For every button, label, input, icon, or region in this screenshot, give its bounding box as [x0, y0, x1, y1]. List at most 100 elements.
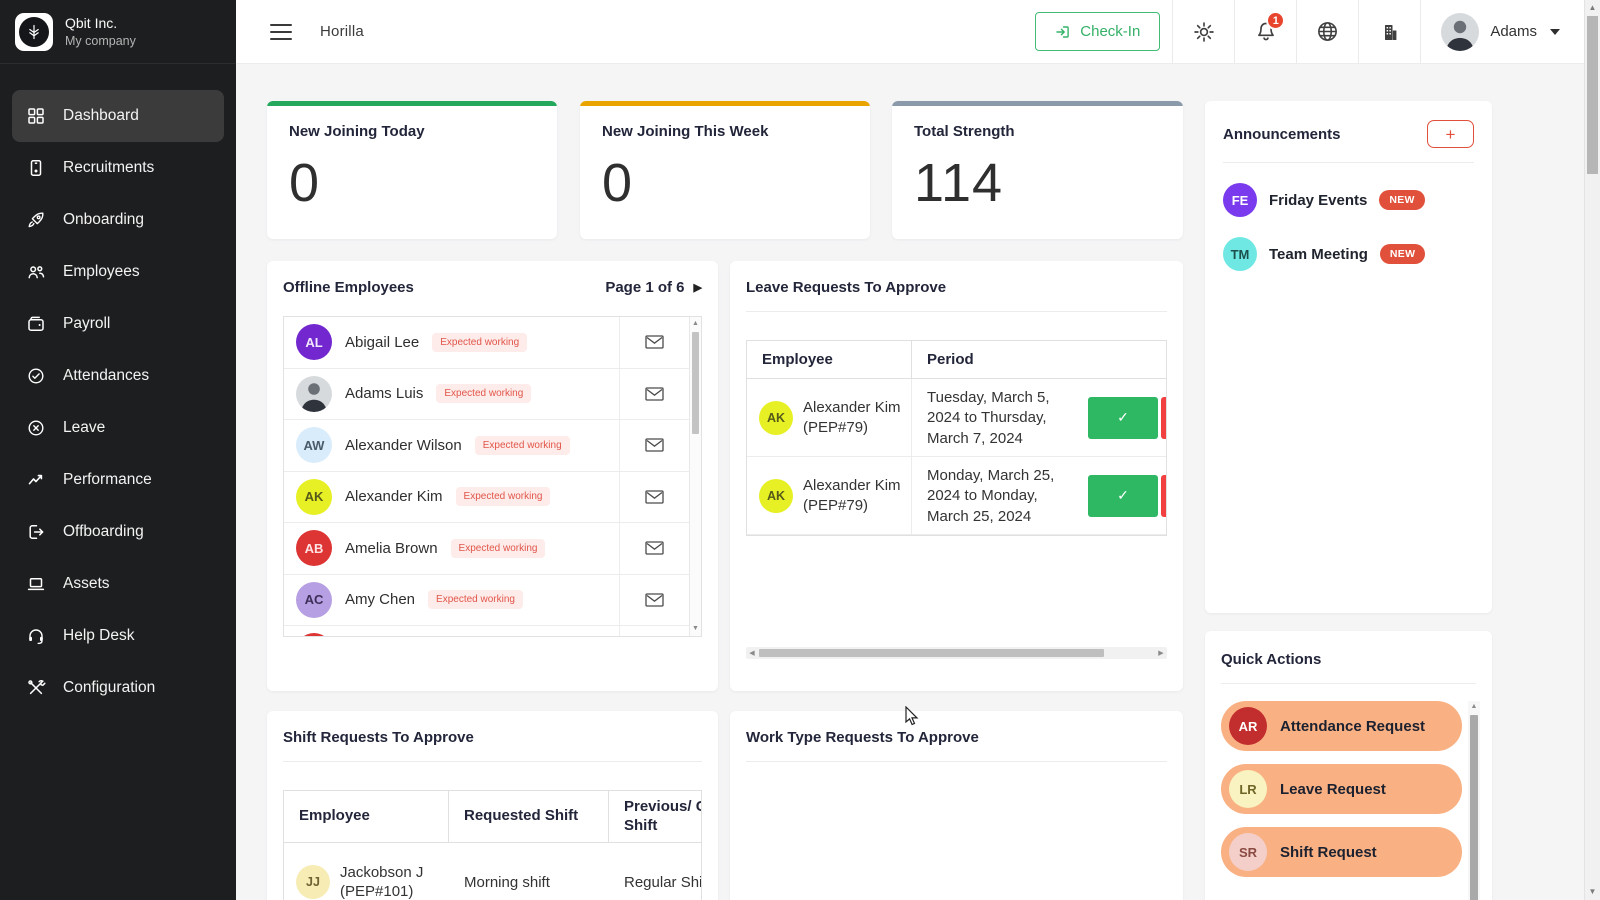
sidebar-item-employees[interactable]: Employees — [12, 246, 224, 298]
approve-button[interactable]: ✓ — [1088, 396, 1158, 439]
employee-name: Alexander Wilson — [345, 436, 462, 454]
avatar: AL — [296, 324, 332, 361]
sidebar-item-label: Attendances — [63, 367, 150, 384]
avatar: SR — [1229, 833, 1267, 871]
sidebar-item-label: Assets — [63, 575, 110, 592]
sidebar-item-performance[interactable]: Performance — [12, 454, 224, 506]
employee-row[interactable]: Adams Luis Expected working — [284, 368, 701, 420]
stat-card-new-joining-week: New Joining This Week 0 — [580, 101, 870, 239]
add-announcement-button[interactable]: + — [1427, 120, 1474, 148]
scroll-left-icon[interactable]: ◀ — [749, 650, 755, 657]
quick-actions-scrollbar[interactable]: ▲ — [1468, 701, 1480, 900]
company-logo-mark-icon — [19, 16, 49, 47]
announcement-item[interactable]: FE Friday Events NEW — [1223, 183, 1474, 217]
user-name: Adams — [1490, 23, 1537, 40]
offline-employees-panel: Offline Employees Page 1 of 6 ▶ AL Abiga… — [267, 261, 718, 691]
employee-row[interactable]: AL Abigail Lee Expected working — [284, 317, 701, 369]
mail-icon — [645, 490, 664, 504]
pagination: Page 1 of 6 ▶ — [605, 279, 702, 296]
leave-requests-table: Employee Period AK Alexander Kim (PEP#79… — [746, 340, 1167, 536]
divider — [746, 761, 1167, 762]
sidebar-item-leave[interactable]: Leave — [12, 402, 224, 454]
sidebar-item-helpdesk[interactable]: Help Desk — [12, 610, 224, 662]
sidebar-nav: Dashboard Recruitments Onboarding Employ… — [0, 90, 236, 714]
sidebar-item-label: Employees — [63, 263, 140, 280]
scrollbar-thumb[interactable] — [1587, 16, 1598, 174]
send-mail-button[interactable] — [619, 574, 701, 625]
send-mail-button[interactable] — [619, 626, 701, 636]
sidebar: Qbit Inc. My company Dashboard Recruitme… — [0, 0, 236, 900]
mail-icon — [645, 387, 664, 401]
avatar: AK — [759, 400, 793, 435]
employee-name: Alexander Kim — [345, 488, 443, 506]
sidebar-item-payroll[interactable]: Payroll — [12, 298, 224, 350]
hamburger-menu-icon[interactable] — [269, 23, 293, 41]
company-switcher-button[interactable] — [1358, 0, 1420, 63]
pagination-label: Page 1 of 6 — [605, 279, 685, 296]
sidebar-item-configuration[interactable]: Configuration — [12, 662, 224, 714]
reject-button[interactable] — [1161, 396, 1166, 439]
list-scrollbar[interactable]: ▲ ▼ — [689, 317, 701, 636]
employee-row[interactable]: AW Alexander Wilson Expected working — [284, 420, 701, 472]
send-mail-button[interactable] — [619, 420, 701, 471]
company-logo-row[interactable]: Qbit Inc. My company — [0, 0, 236, 64]
send-mail-button[interactable] — [619, 471, 701, 522]
shift-requests-title: Shift Requests To Approve — [283, 729, 474, 746]
check-in-button[interactable]: Check-In — [1035, 12, 1161, 51]
table-horizontal-scrollbar[interactable]: ◀ ▶ — [746, 647, 1167, 659]
approve-button[interactable]: ✓ — [1088, 474, 1158, 517]
rocket-icon — [25, 209, 47, 231]
sidebar-item-label: Recruitments — [63, 159, 155, 176]
expected-working-badge: Expected working — [436, 384, 532, 404]
chevron-down-icon — [1550, 28, 1560, 35]
sidebar-item-dashboard[interactable]: Dashboard — [12, 90, 224, 142]
scroll-up-icon[interactable]: ▲ — [1588, 3, 1597, 12]
sidebar-item-recruitments[interactable]: Recruitments — [12, 142, 224, 194]
user-menu[interactable]: Adams — [1420, 0, 1584, 63]
notification-count-badge: 1 — [1266, 11, 1286, 30]
leave-request-row: AK Alexander Kim (PEP#79) Monday, March … — [747, 457, 1166, 535]
employee-row[interactable]: AC Amy Chen Expected working — [284, 574, 701, 626]
employee-row[interactable]: AK Alexander Kim Expected working — [284, 471, 701, 523]
send-mail-button[interactable] — [619, 317, 701, 368]
page-scrollbar[interactable]: ▲ ▼ — [1584, 0, 1600, 900]
settings-button[interactable] — [1172, 0, 1234, 63]
notifications-button[interactable]: 1 — [1234, 0, 1296, 63]
next-page-button[interactable]: ▶ — [693, 282, 702, 294]
wallet-icon — [25, 313, 47, 335]
scroll-up-icon[interactable]: ▲ — [692, 320, 699, 327]
quick-action-button[interactable]: SR Shift Request — [1221, 827, 1462, 877]
x-circle-icon — [25, 417, 47, 439]
sidebar-item-offboarding[interactable]: Offboarding — [12, 506, 224, 558]
employee-name: Alexander Kim (PEP#79) — [803, 399, 901, 436]
employee-row[interactable]: AB Amelia Brown Expected working — [284, 523, 701, 575]
headset-icon — [25, 625, 47, 647]
announcements-title: Announcements — [1223, 125, 1341, 143]
sidebar-item-label: Onboarding — [63, 211, 145, 228]
sidebar-item-attendances[interactable]: Attendances — [12, 350, 224, 402]
sidebar-item-onboarding[interactable]: Onboarding — [12, 194, 224, 246]
sidebar-item-label: Payroll — [63, 315, 111, 332]
quick-actions-title: Quick Actions — [1221, 651, 1322, 668]
column-header-employee: Employee — [747, 341, 912, 378]
scroll-up-icon[interactable]: ▲ — [1470, 703, 1478, 710]
scroll-right-icon[interactable]: ▶ — [1158, 650, 1164, 657]
sidebar-item-assets[interactable]: Assets — [12, 558, 224, 610]
announcement-item[interactable]: TM Team Meeting NEW — [1223, 237, 1474, 271]
quick-action-button[interactable]: AR Attendance Request — [1221, 701, 1462, 751]
shift-requests-panel: Shift Requests To Approve Employee Reque… — [267, 711, 718, 900]
reject-button[interactable] — [1161, 474, 1166, 517]
language-button[interactable] — [1296, 0, 1358, 63]
quick-action-button[interactable]: LR Leave Request — [1221, 764, 1462, 814]
company-subtitle: My company — [65, 34, 136, 48]
mail-icon — [645, 438, 664, 452]
scroll-down-icon[interactable]: ▼ — [692, 625, 699, 632]
send-mail-button[interactable] — [619, 368, 701, 419]
avatar: AC — [296, 581, 332, 618]
stat-value: 0 — [602, 153, 634, 213]
scroll-down-icon[interactable]: ▼ — [1588, 887, 1597, 896]
send-mail-button[interactable] — [619, 523, 701, 574]
divider — [1221, 683, 1476, 684]
company-logo — [15, 12, 53, 51]
employee-row[interactable]: Expected working — [284, 626, 701, 636]
